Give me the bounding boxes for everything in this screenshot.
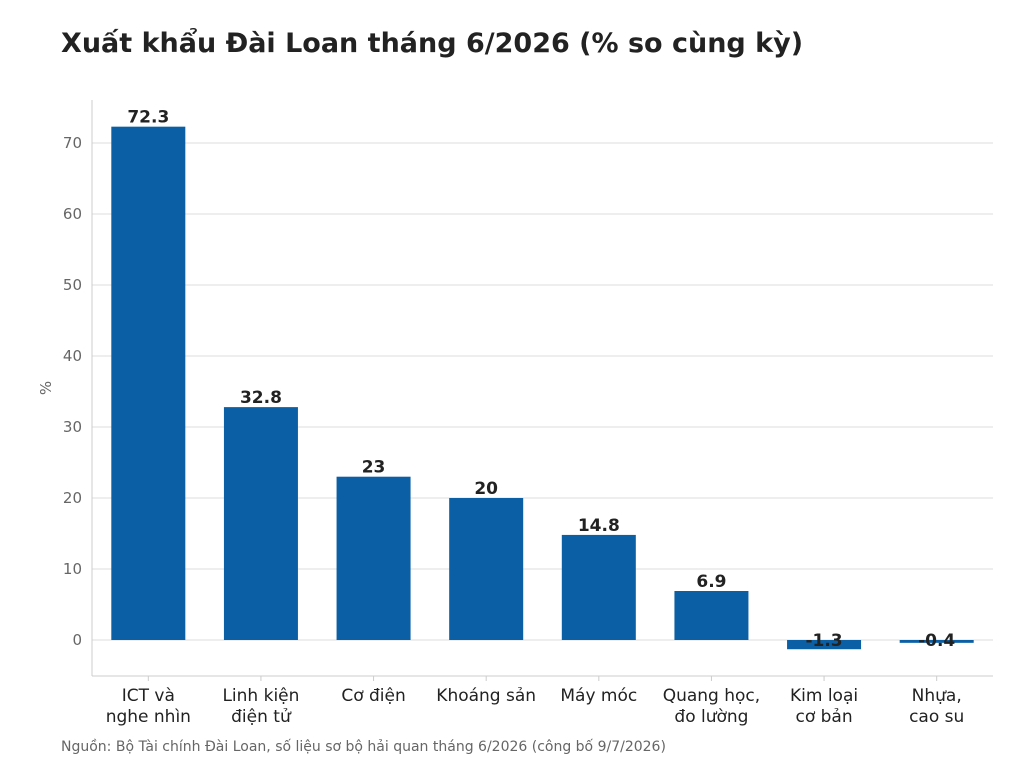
bar: [336, 476, 411, 640]
x-tick-label-line: ICT và: [122, 686, 175, 706]
y-tick-label: 0: [72, 631, 82, 649]
bar-value-label: 6.9: [696, 572, 726, 592]
bar-value-label: 72.3: [127, 108, 169, 128]
bars: [111, 126, 974, 650]
y-axis-label: %: [37, 381, 55, 395]
y-tick-label: 40: [63, 347, 82, 365]
bar: [899, 640, 974, 643]
bar: [223, 407, 298, 640]
bar-value-label: 14.8: [578, 516, 620, 536]
x-tick-label-line: cơ bản: [795, 707, 852, 727]
x-tick-label: Cơ điện: [341, 686, 405, 706]
bar: [674, 591, 749, 640]
y-tick-label: 60: [63, 205, 82, 223]
x-tick-label: Khoáng sản: [436, 686, 536, 706]
bar: [111, 126, 186, 641]
x-tick-label-line: Máy móc: [560, 686, 637, 706]
bar-value-label: -0.4: [918, 631, 955, 651]
x-tick-label-line: đo lường: [674, 707, 748, 727]
x-tick-label: ICT và nghe nhìn: [106, 686, 191, 727]
x-tick-label-line: cao su: [909, 707, 964, 727]
x-tick-label-line: Khoáng sản: [436, 686, 536, 706]
bar: [561, 534, 636, 640]
chart-title: Xuất khẩu Đài Loan tháng 6/2026 (% so cù…: [61, 28, 804, 59]
bar: [787, 640, 862, 650]
x-tick-label: Linh kiện điện tử: [222, 686, 299, 727]
bar-value-label: 20: [474, 479, 498, 499]
x-tick-label-line: Kim loại: [790, 686, 858, 706]
x-tick-label-line: Linh kiện: [222, 686, 299, 706]
bar-value-label: 23: [362, 458, 386, 478]
x-tick-label-line: Cơ điện: [341, 686, 405, 706]
x-tick-label-line: điện tử: [231, 707, 292, 727]
x-tick-label-line: Quang học,: [663, 686, 760, 706]
y-tick-label: 70: [63, 134, 82, 152]
x-tick-label: Nhựa, cao su: [909, 686, 964, 727]
bar-value-label: -1.3: [805, 631, 842, 651]
bar: [449, 498, 524, 640]
x-tick-label: Quang học, đo lường: [663, 686, 760, 727]
x-tick-label-line: Nhựa,: [912, 686, 962, 706]
labels: 72.3 ICT và nghe nhìn 32.8 Linh kiện điện tử 2…: [106, 108, 965, 727]
bar-value-label: 32.8: [240, 388, 282, 408]
x-tick-label: Kim loại cơ bản: [790, 686, 858, 727]
axes: 0 10 20 30 40 50 60 70: [63, 100, 993, 681]
y-tick-label: 50: [63, 276, 82, 294]
y-tick-label: 20: [63, 489, 82, 507]
x-tick-label-line: nghe nhìn: [106, 707, 191, 727]
y-tick-label: 10: [63, 560, 82, 578]
source-note: Nguồn: Bộ Tài chính Đài Loan, số liệu sơ…: [61, 739, 666, 755]
y-tick-label: 30: [63, 418, 82, 436]
x-tick-label: Máy móc: [560, 686, 637, 706]
